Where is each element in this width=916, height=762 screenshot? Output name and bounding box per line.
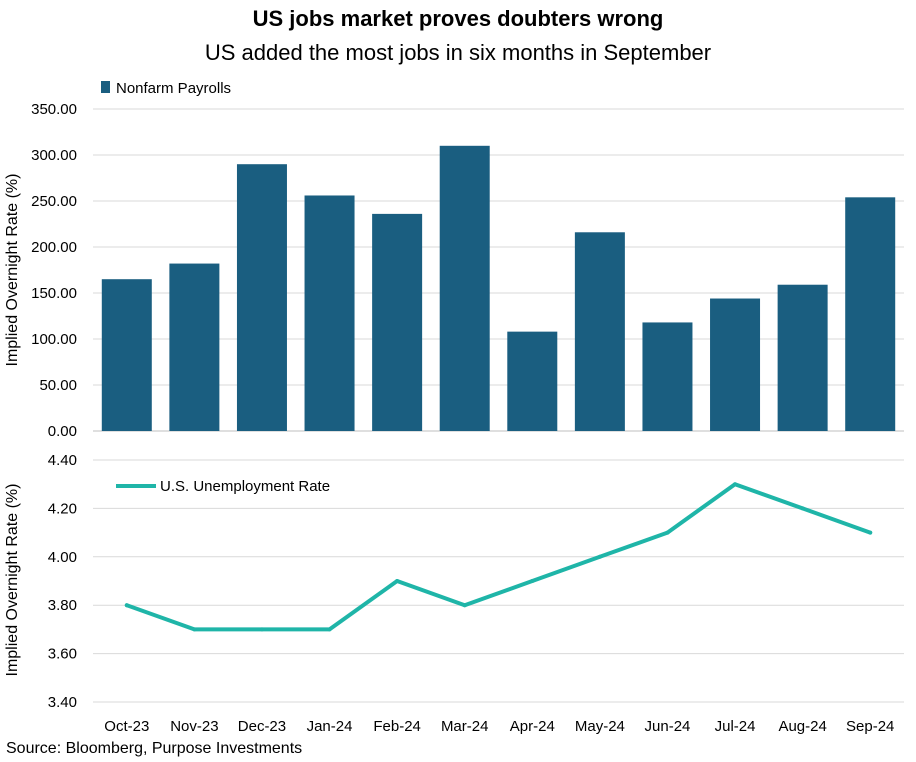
chart-subtitle: US added the most jobs in six months in … [205, 40, 711, 65]
unemployment-legend: U.S. Unemployment Rate [116, 478, 330, 495]
x-tick-label: Apr-24 [510, 718, 555, 735]
x-tick-label: Oct-23 [104, 718, 149, 735]
unemployment-point-jun-24 [665, 530, 670, 535]
payrolls-y-tick-label: 350.00 [31, 101, 77, 118]
payrolls-bar-oct-23 [101, 279, 152, 431]
payrolls-y-tick-label: 100.00 [31, 331, 77, 348]
payrolls-bar-apr-24 [507, 331, 558, 431]
payrolls-bars [101, 145, 896, 432]
payrolls-bar-aug-24 [777, 284, 828, 431]
unemployment-point-mar-24 [462, 603, 467, 608]
payrolls-bar-jan-24 [304, 195, 355, 431]
unemployment-y-tick-label: 4.00 [48, 549, 77, 566]
x-tick-label: Dec-23 [238, 718, 286, 735]
unemployment-point-feb-24 [395, 579, 400, 583]
unemployment-y-tick-label: 3.80 [48, 597, 77, 614]
unemployment-line [124, 482, 873, 632]
unemployment-y-ticks: 3.40 3.60 3.80 4.00 4.20 4.40 [48, 452, 77, 711]
payrolls-bar-sep-24 [845, 197, 896, 431]
x-tick-label: Aug-24 [778, 718, 826, 735]
payrolls-legend-label: Nonfarm Payrolls [116, 80, 231, 97]
payrolls-bar-feb-24 [372, 213, 423, 431]
payrolls-bar-may-24 [574, 232, 625, 431]
unemployment-gridlines [93, 459, 904, 703]
unemployment-y-tick-label: 3.40 [48, 694, 77, 711]
payrolls-y-tick-label: 250.00 [31, 193, 77, 210]
unemployment-point-nov-23 [192, 627, 197, 632]
unemployment-y-tick-label: 4.20 [48, 500, 77, 517]
unemployment-points [124, 482, 873, 632]
payrolls-bar-jul-24 [710, 298, 761, 431]
unemployment-point-sep-24 [868, 530, 873, 535]
unemployment-point-aug-24 [800, 506, 805, 511]
x-tick-label: May-24 [575, 718, 625, 735]
chart-title: US jobs market proves doubters wrong [253, 6, 664, 31]
unemployment-y-axis-title: Implied Overnight Rate (%) [4, 484, 21, 677]
payrolls-y-ticks: 0.00 50.00 100.00 150.00 200.00 250.00 300.00 3… [31, 101, 77, 440]
x-tick-label: Mar-24 [441, 718, 489, 735]
unemployment-point-may-24 [597, 554, 602, 559]
x-tick-label: Nov-23 [170, 718, 218, 735]
payrolls-y-tick-label: 300.00 [31, 147, 77, 164]
x-axis-ticks: Oct-23 Nov-23 Dec-23 Jan-24 Feb-24 Mar-24 Apr-… [104, 718, 894, 735]
unemployment-point-oct-23 [124, 603, 129, 608]
payrolls-bar-mar-24 [439, 145, 490, 432]
payrolls-gridlines [93, 108, 904, 432]
unemployment-legend-label: U.S. Unemployment Rate [160, 478, 330, 495]
unemployment-point-dec-23 [259, 627, 264, 632]
payrolls-bar-nov-23 [169, 263, 220, 431]
x-tick-label: Jul-24 [715, 718, 756, 735]
payrolls-y-tick-label: 0.00 [48, 423, 77, 440]
unemployment-point-jul-24 [733, 482, 738, 487]
unemployment-point-apr-24 [530, 579, 535, 583]
unemployment-y-tick-label: 3.60 [48, 646, 77, 663]
payrolls-bar-dec-23 [236, 164, 287, 431]
x-tick-label: Jun-24 [645, 718, 691, 735]
x-tick-label: Sep-24 [846, 718, 894, 735]
payrolls-y-tick-label: 50.00 [39, 377, 77, 394]
payrolls-y-tick-label: 150.00 [31, 285, 77, 302]
payrolls-bar-jun-24 [642, 322, 693, 431]
unemployment-y-tick-label: 4.40 [48, 452, 77, 469]
payrolls-legend: Nonfarm Payrolls [101, 80, 231, 97]
payrolls-legend-swatch [101, 81, 110, 93]
x-tick-label: Jan-24 [307, 718, 353, 735]
payrolls-y-tick-label: 200.00 [31, 239, 77, 256]
payrolls-y-axis-title: Implied Overnight Rate (%) [4, 174, 21, 367]
x-tick-label: Feb-24 [373, 718, 421, 735]
source-note: Source: Bloomberg, Purpose Investments [6, 740, 302, 757]
unemployment-point-jan-24 [327, 627, 332, 632]
